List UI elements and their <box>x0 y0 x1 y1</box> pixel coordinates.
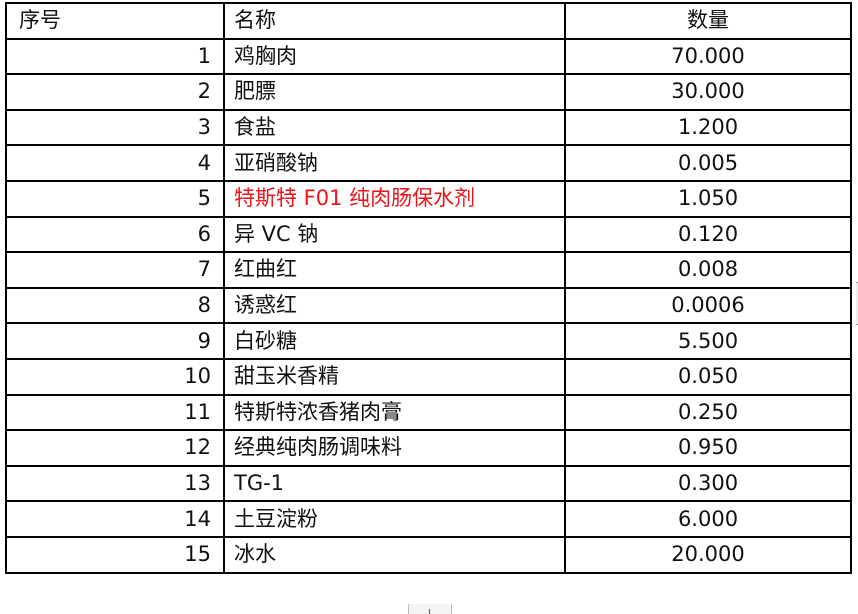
header-no: 序号 <box>5 2 225 40</box>
table-row: 10 甜玉米香精 0.050 <box>5 357 852 396</box>
table-row: 14 土豆淀粉 6.000 <box>5 500 852 538</box>
cell-name: 红曲红 <box>223 251 566 289</box>
cell-name: 特斯特 F01 纯肉肠保水剂 <box>223 179 566 218</box>
cell-no: 1 <box>5 37 225 76</box>
horizontal-scroll-handle[interactable] <box>408 604 452 614</box>
table-row: 7 红曲红 0.008 <box>5 251 852 289</box>
cell-no: 11 <box>5 393 225 432</box>
table-row: 9 白砂糖 5.500 <box>5 322 852 360</box>
cell-name: 白砂糖 <box>223 322 566 360</box>
cell-qty: 1.050 <box>564 179 852 218</box>
cell-qty: 0.050 <box>564 357 852 396</box>
cell-qty: 0.008 <box>564 251 852 289</box>
cell-name: 经典纯肉肠调味料 <box>223 429 566 467</box>
cell-no: 4 <box>5 144 225 182</box>
cell-name: 诱惑红 <box>223 286 566 325</box>
cell-name: 甜玉米香精 <box>223 357 566 396</box>
cell-name: 冰水 <box>223 535 566 574</box>
cell-name: 鸡胸肉 <box>223 37 566 76</box>
ingredient-table: 序号 名称 数量 1 鸡胸肉 70.000 2 肥膘 30.000 3 食盐 1.200 4 亚硝酸… <box>5 2 852 574</box>
header-name: 名称 <box>223 2 566 40</box>
cell-no: 5 <box>5 179 225 218</box>
table-row: 4 亚硝酸钠 0.005 <box>5 144 852 182</box>
table-row: 15 冰水 20.000 <box>5 535 852 574</box>
cell-name: 食盐 <box>223 108 566 147</box>
cell-qty: 0.120 <box>564 215 852 254</box>
table-header-row: 序号 名称 数量 <box>5 2 852 40</box>
cell-no: 13 <box>5 464 225 503</box>
cell-qty: 70.000 <box>564 37 852 76</box>
cell-qty: 0.300 <box>564 464 852 503</box>
header-qty: 数量 <box>564 2 852 40</box>
cell-qty: 6.000 <box>564 500 852 538</box>
table-row: 2 肥膘 30.000 <box>5 73 852 111</box>
cell-no: 3 <box>5 108 225 147</box>
cell-no: 12 <box>5 429 225 467</box>
table-row: 12 经典纯肉肠调味料 0.950 <box>5 429 852 467</box>
table-row: 13 TG-1 0.300 <box>5 464 852 503</box>
table-row: 1 鸡胸肉 70.000 <box>5 37 852 76</box>
cell-name: 异 VC 钠 <box>223 215 566 254</box>
cell-no: 6 <box>5 215 225 254</box>
table-row: 11 特斯特浓香猪肉膏 0.250 <box>5 393 852 432</box>
cell-qty: 1.200 <box>564 108 852 147</box>
cell-no: 7 <box>5 251 225 289</box>
cell-qty: 20.000 <box>564 535 852 574</box>
cell-no: 14 <box>5 500 225 538</box>
table-row: 5 特斯特 F01 纯肉肠保水剂 1.050 <box>5 179 852 218</box>
table-row: 8 诱惑红 0.0006 <box>5 286 852 325</box>
cell-no: 8 <box>5 286 225 325</box>
cell-name: 肥膘 <box>223 73 566 111</box>
grip-icon <box>429 609 430 614</box>
cell-name: TG-1 <box>223 464 566 503</box>
cell-name: 特斯特浓香猪肉膏 <box>223 393 566 432</box>
cell-no: 9 <box>5 322 225 360</box>
cell-qty: 0.950 <box>564 429 852 467</box>
cell-name: 亚硝酸钠 <box>223 144 566 182</box>
vertical-scroll-handle[interactable] <box>856 282 858 325</box>
cell-qty: 5.500 <box>564 322 852 360</box>
cell-no: 10 <box>5 357 225 396</box>
cell-qty: 30.000 <box>564 73 852 111</box>
cell-qty: 0.0006 <box>564 286 852 325</box>
cell-no: 2 <box>5 73 225 111</box>
table-row: 3 食盐 1.200 <box>5 108 852 147</box>
cell-qty: 0.005 <box>564 144 852 182</box>
cell-qty: 0.250 <box>564 393 852 432</box>
cell-no: 15 <box>5 535 225 574</box>
cell-name: 土豆淀粉 <box>223 500 566 538</box>
